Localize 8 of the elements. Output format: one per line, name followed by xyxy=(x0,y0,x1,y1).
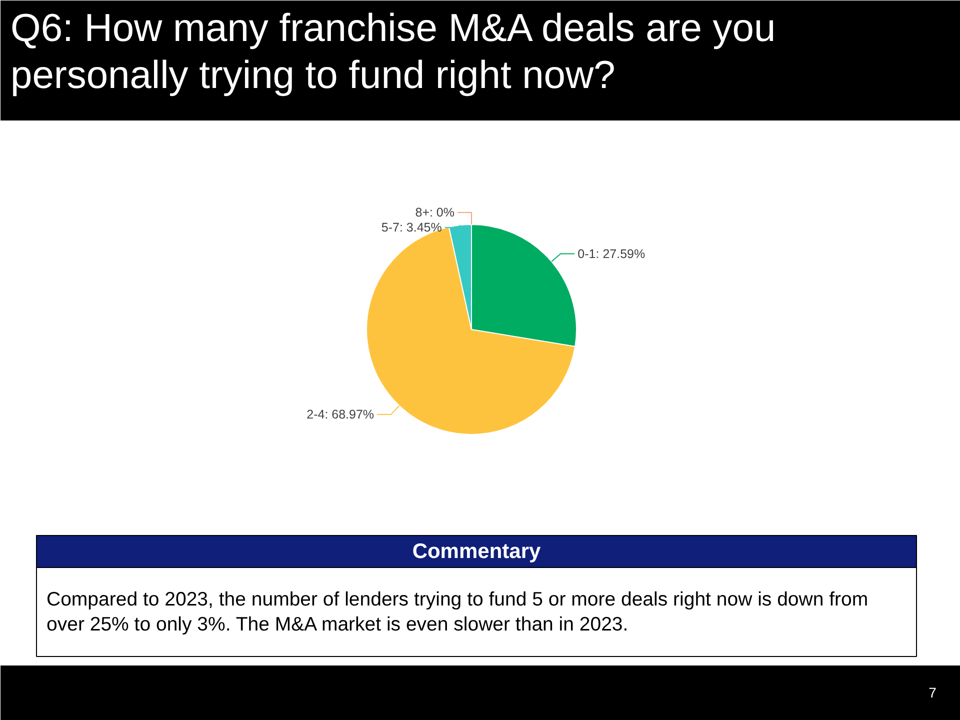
slice-label: 5-7: 3.45% xyxy=(381,220,442,234)
text: Commentary xyxy=(412,540,542,563)
slice-label: 2-4: 68.97% xyxy=(306,407,374,422)
text: 7 xyxy=(928,684,937,700)
slice-label: 0-1: 27.59% xyxy=(578,246,646,261)
text: Compared to 2023, the number of lenders trying to fund 5 or more deals right now is down from over 25% to only 3%. The M&A market is even slower than in 2023. xyxy=(46,588,868,636)
chart-title: Q6: How many franchise M&A deals are you personally trying to fund right now? xyxy=(10,7,776,97)
legend-label: 8+: 0% xyxy=(415,206,454,220)
